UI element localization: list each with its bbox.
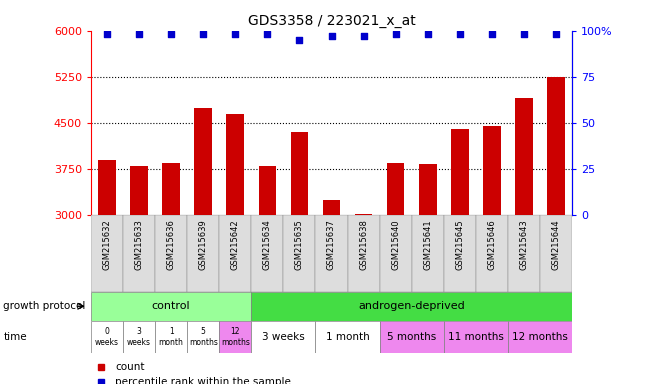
Text: percentile rank within the sample: percentile rank within the sample	[115, 377, 291, 384]
Bar	[259, 166, 276, 215]
Bar	[508, 321, 572, 353]
Bar	[419, 164, 437, 215]
Point	[230, 31, 240, 38]
Bar	[123, 215, 155, 292]
Bar	[508, 215, 540, 292]
Text: 3 weeks: 3 weeks	[262, 332, 305, 342]
Text: 3
weeks: 3 weeks	[127, 327, 151, 347]
Bar	[252, 321, 315, 353]
Point	[519, 31, 529, 38]
Bar	[515, 98, 533, 215]
Bar	[315, 215, 348, 292]
Bar	[130, 166, 148, 215]
Bar	[155, 215, 187, 292]
Point	[102, 31, 112, 38]
Point	[294, 37, 305, 43]
Text: 5 months: 5 months	[387, 332, 436, 342]
Text: androgen-deprived: androgen-deprived	[358, 301, 465, 311]
Bar	[547, 77, 565, 215]
Bar	[98, 160, 116, 215]
Bar	[123, 321, 155, 353]
Text: GSM215634: GSM215634	[263, 219, 272, 270]
Point	[422, 31, 433, 38]
Text: growth protocol: growth protocol	[3, 301, 86, 311]
Text: GSM215638: GSM215638	[359, 219, 368, 270]
Bar	[444, 215, 476, 292]
Bar	[187, 215, 219, 292]
Bar	[540, 215, 572, 292]
Bar	[380, 321, 444, 353]
Bar	[348, 215, 380, 292]
Text: GSM215635: GSM215635	[295, 219, 304, 270]
Point	[391, 31, 401, 38]
Text: GSM215633: GSM215633	[135, 219, 144, 270]
Bar	[322, 200, 341, 215]
Bar	[483, 126, 500, 215]
Bar	[194, 108, 212, 215]
Text: GSM215644: GSM215644	[551, 219, 560, 270]
Bar	[252, 215, 283, 292]
Text: GSM215636: GSM215636	[166, 219, 176, 270]
Bar	[187, 321, 219, 353]
Point	[358, 33, 369, 39]
Point	[262, 31, 272, 38]
Point	[326, 33, 337, 39]
Text: GSM215639: GSM215639	[199, 219, 208, 270]
Point	[134, 31, 144, 38]
Bar	[155, 321, 187, 353]
Point	[487, 31, 497, 38]
Point	[198, 31, 209, 38]
Text: 1 month: 1 month	[326, 332, 369, 342]
Text: 1
month: 1 month	[159, 327, 183, 347]
Bar	[219, 321, 252, 353]
Bar	[226, 114, 244, 215]
Point	[454, 31, 465, 38]
Bar	[315, 321, 380, 353]
Text: GSM215643: GSM215643	[519, 219, 528, 270]
Point	[166, 31, 176, 38]
Point	[551, 31, 561, 38]
Bar	[219, 215, 252, 292]
Bar	[355, 214, 372, 215]
Text: time: time	[3, 332, 27, 342]
Text: 0
weeks: 0 weeks	[95, 327, 119, 347]
Bar	[283, 215, 315, 292]
Title: GDS3358 / 223021_x_at: GDS3358 / 223021_x_at	[248, 14, 415, 28]
Bar	[252, 292, 572, 321]
Text: count: count	[115, 362, 144, 372]
Text: GSM215645: GSM215645	[455, 219, 464, 270]
Text: GSM215637: GSM215637	[327, 219, 336, 270]
Text: 12 months: 12 months	[512, 332, 568, 342]
Bar	[476, 215, 508, 292]
Bar	[380, 215, 411, 292]
Text: 11 months: 11 months	[448, 332, 504, 342]
Bar	[387, 162, 404, 215]
Text: control: control	[152, 301, 190, 311]
Text: 5
months: 5 months	[188, 327, 218, 347]
Text: 12
months: 12 months	[221, 327, 250, 347]
Text: GSM215632: GSM215632	[103, 219, 112, 270]
Bar	[291, 132, 308, 215]
Bar	[91, 292, 252, 321]
Text: GSM215646: GSM215646	[488, 219, 497, 270]
Bar	[444, 321, 508, 353]
Text: GSM215642: GSM215642	[231, 219, 240, 270]
Bar	[91, 321, 123, 353]
Bar	[451, 129, 469, 215]
Bar	[162, 162, 180, 215]
Text: GSM215641: GSM215641	[423, 219, 432, 270]
Bar	[411, 215, 444, 292]
Text: GSM215640: GSM215640	[391, 219, 400, 270]
Bar	[91, 215, 123, 292]
